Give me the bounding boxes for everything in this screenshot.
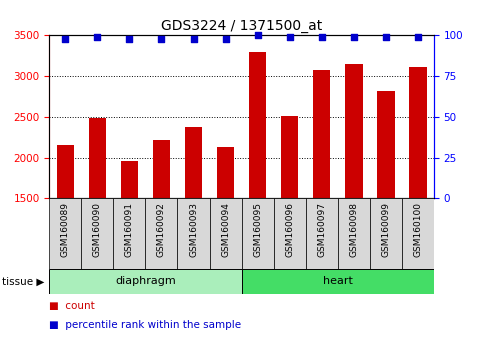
Bar bbox=[242, 269, 434, 294]
Bar bbox=[121, 161, 138, 320]
Text: GSM160091: GSM160091 bbox=[125, 202, 134, 257]
Bar bbox=[89, 118, 106, 320]
Text: GSM160095: GSM160095 bbox=[253, 202, 262, 257]
Point bbox=[317, 34, 325, 40]
Bar bbox=[210, 198, 242, 269]
Bar bbox=[402, 198, 434, 269]
Bar bbox=[249, 52, 266, 320]
Text: tissue ▶: tissue ▶ bbox=[2, 276, 44, 286]
Point bbox=[61, 36, 69, 41]
Bar bbox=[145, 198, 177, 269]
Bar bbox=[57, 145, 74, 320]
Point bbox=[414, 34, 422, 40]
Point bbox=[382, 34, 389, 40]
Bar bbox=[217, 147, 234, 320]
Text: ■  count: ■ count bbox=[49, 301, 95, 311]
Text: GSM160097: GSM160097 bbox=[317, 202, 326, 257]
Text: diaphragm: diaphragm bbox=[115, 276, 176, 286]
Point bbox=[125, 36, 133, 41]
Text: GSM160098: GSM160098 bbox=[349, 202, 358, 257]
Bar bbox=[81, 198, 113, 269]
Point bbox=[189, 36, 197, 41]
Text: heart: heart bbox=[323, 276, 352, 286]
Text: GSM160092: GSM160092 bbox=[157, 202, 166, 257]
Bar bbox=[377, 91, 394, 320]
Bar bbox=[345, 64, 362, 320]
Text: GSM160089: GSM160089 bbox=[61, 202, 70, 257]
Point bbox=[94, 34, 102, 40]
Bar bbox=[409, 67, 426, 320]
Text: GSM160100: GSM160100 bbox=[413, 202, 423, 257]
Bar bbox=[338, 198, 370, 269]
Bar bbox=[370, 198, 402, 269]
Bar bbox=[49, 198, 81, 269]
Text: GSM160090: GSM160090 bbox=[93, 202, 102, 257]
Bar bbox=[185, 127, 202, 320]
Bar bbox=[242, 198, 274, 269]
Text: GSM160096: GSM160096 bbox=[285, 202, 294, 257]
Bar bbox=[153, 140, 170, 320]
Point bbox=[253, 33, 261, 38]
Text: GSM160094: GSM160094 bbox=[221, 202, 230, 257]
Text: GSM160099: GSM160099 bbox=[381, 202, 390, 257]
Bar bbox=[177, 198, 210, 269]
Bar bbox=[281, 116, 298, 320]
Point bbox=[221, 36, 229, 41]
Point bbox=[350, 34, 357, 40]
Bar bbox=[274, 198, 306, 269]
Point bbox=[286, 34, 294, 40]
Title: GDS3224 / 1371500_at: GDS3224 / 1371500_at bbox=[161, 19, 322, 33]
Text: GSM160093: GSM160093 bbox=[189, 202, 198, 257]
Text: ■  percentile rank within the sample: ■ percentile rank within the sample bbox=[49, 320, 242, 330]
Bar bbox=[113, 198, 145, 269]
Bar bbox=[313, 70, 330, 320]
Bar bbox=[306, 198, 338, 269]
Bar bbox=[49, 269, 242, 294]
Point bbox=[157, 36, 165, 41]
